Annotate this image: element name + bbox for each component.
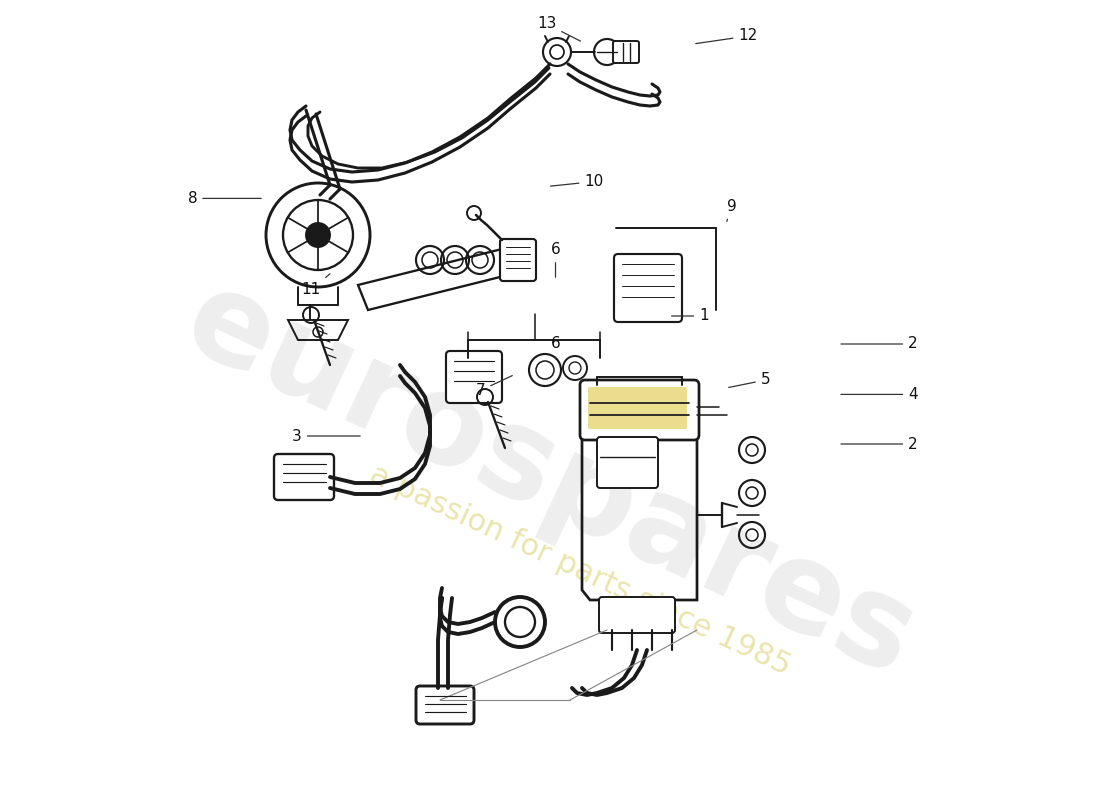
Text: 6: 6: [551, 242, 560, 278]
Text: 11: 11: [301, 274, 330, 297]
FancyBboxPatch shape: [588, 387, 688, 429]
Circle shape: [306, 223, 330, 247]
Text: 10: 10: [551, 174, 604, 189]
FancyBboxPatch shape: [597, 437, 658, 488]
Text: 12: 12: [695, 29, 758, 44]
FancyBboxPatch shape: [446, 351, 502, 403]
Text: 8: 8: [188, 191, 261, 206]
Text: 9: 9: [727, 199, 736, 222]
Text: eurospares: eurospares: [166, 258, 934, 702]
FancyBboxPatch shape: [580, 380, 698, 440]
FancyBboxPatch shape: [613, 41, 639, 63]
Text: 2: 2: [842, 337, 917, 351]
Text: 1: 1: [672, 309, 708, 323]
FancyBboxPatch shape: [614, 254, 682, 322]
FancyBboxPatch shape: [416, 686, 474, 724]
FancyBboxPatch shape: [500, 239, 536, 281]
Text: a passion for parts since 1985: a passion for parts since 1985: [365, 459, 795, 681]
Text: 7: 7: [476, 375, 513, 398]
Text: 4: 4: [842, 387, 917, 402]
Text: 3: 3: [293, 429, 360, 443]
FancyBboxPatch shape: [600, 597, 675, 633]
Text: 13: 13: [537, 17, 581, 41]
Text: 2: 2: [842, 437, 917, 451]
FancyBboxPatch shape: [274, 454, 334, 500]
Text: 6: 6: [551, 337, 560, 359]
Text: 5: 5: [728, 373, 770, 387]
